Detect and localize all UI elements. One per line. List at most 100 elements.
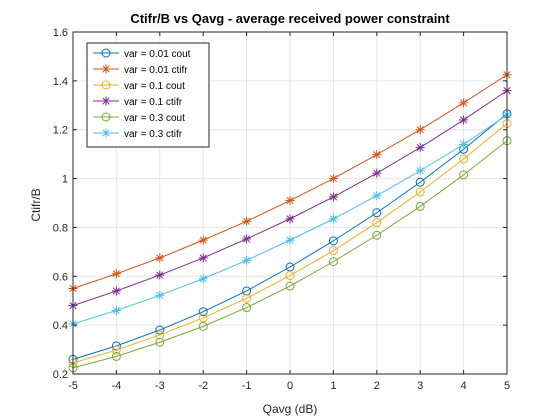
x-tick-label: 4	[461, 380, 467, 392]
data-point	[155, 253, 165, 263]
legend-entry: var = 0.01 ctifr	[93, 64, 188, 76]
data-point	[285, 262, 295, 272]
data-point	[285, 196, 295, 206]
series-0	[68, 109, 512, 364]
data-point	[155, 290, 165, 300]
data-point	[415, 125, 425, 135]
data-point	[459, 139, 469, 149]
y-tick-label: 0.8	[53, 222, 68, 234]
data-point	[111, 351, 121, 361]
legend-label: var = 0.1 ctifr	[124, 97, 183, 108]
data-point	[328, 174, 338, 184]
x-tick-label: 3	[417, 380, 423, 392]
data-point	[459, 170, 469, 180]
data-point	[155, 270, 165, 280]
data-point	[328, 246, 338, 256]
data-point	[415, 177, 425, 187]
data-point	[372, 168, 382, 178]
x-tick-label: 5	[504, 380, 510, 392]
ticks: -5 -4 -3 -2 -1 0 1 2 3 4 5 0.2 0.4 0.6 0.8 1 1.2 1.4 1.6	[53, 27, 510, 392]
data-point	[242, 216, 252, 226]
data-point	[111, 286, 121, 296]
data-point	[198, 274, 208, 284]
x-axis-label: Qavg (dB)	[263, 402, 318, 416]
data-point	[285, 271, 295, 281]
y-tick-label: 0.4	[53, 320, 68, 332]
series-line	[72, 140, 508, 369]
data-point	[111, 305, 121, 315]
legend-marker	[101, 64, 111, 74]
legend-entry: var = 0.1 cout	[93, 80, 185, 92]
legend-label: var = 0.3 cout	[124, 113, 185, 124]
data-point	[328, 214, 338, 224]
data-point	[198, 321, 208, 331]
legend-marker	[101, 112, 111, 122]
y-tick-label: 1.6	[53, 27, 68, 39]
x-tick-label: 0	[287, 380, 293, 392]
data-point	[372, 191, 382, 201]
data-point	[198, 253, 208, 263]
data-point	[285, 214, 295, 224]
data-point	[111, 345, 121, 355]
legend-label: var = 0.1 cout	[124, 81, 185, 92]
data-point	[415, 166, 425, 176]
series-line	[72, 113, 508, 360]
chart-title: Ctifr/B vs Qavg - average received power…	[130, 11, 450, 26]
data-point	[372, 208, 382, 218]
series-line	[72, 123, 508, 364]
legend-entry: var = 0.3 cout	[93, 112, 185, 124]
data-point	[459, 115, 469, 125]
legend-marker	[101, 80, 111, 90]
legend-label: var = 0.01 ctifr	[124, 65, 188, 76]
data-point	[111, 269, 121, 279]
data-point	[372, 150, 382, 160]
series-2	[68, 119, 512, 368]
data-point	[459, 154, 469, 164]
data-point	[242, 286, 252, 296]
legend-marker	[101, 96, 111, 106]
data-point	[242, 255, 252, 265]
legend-label: var = 0.01 cout	[124, 49, 191, 60]
x-tick-label: 2	[374, 380, 380, 392]
data-point	[198, 235, 208, 245]
data-point	[459, 98, 469, 108]
legend-marker	[101, 128, 111, 138]
data-point	[242, 293, 252, 303]
data-point	[155, 330, 165, 340]
x-tick-label: -1	[242, 380, 252, 392]
data-point	[415, 201, 425, 211]
data-point	[285, 235, 295, 245]
data-point	[415, 143, 425, 153]
data-point	[372, 218, 382, 228]
data-point	[155, 325, 165, 335]
data-point	[285, 281, 295, 291]
data-point	[328, 257, 338, 267]
data-point	[155, 337, 165, 347]
data-point	[198, 307, 208, 317]
x-tick-label: -4	[112, 380, 122, 392]
y-tick-label: 0.6	[53, 271, 68, 283]
x-tick-label: -3	[155, 380, 165, 392]
legend-entry: var = 0.01 cout	[93, 48, 191, 60]
data-point	[328, 192, 338, 202]
legend-label: var = 0.3 ctifr	[124, 129, 183, 140]
data-point	[242, 234, 252, 244]
y-tick-label: 1.2	[53, 125, 68, 137]
data-point	[415, 187, 425, 197]
legend-entry: var = 0.3 ctifr	[93, 128, 183, 140]
legend-entry: var = 0.1 ctifr	[93, 96, 183, 108]
legend-box	[86, 42, 210, 148]
y-axis-label: Ctifr/B	[29, 188, 43, 221]
y-tick-label: 1	[62, 174, 68, 186]
data-point	[198, 313, 208, 323]
x-tick-label: 1	[330, 380, 336, 392]
data-point	[372, 230, 382, 240]
legend-marker	[101, 48, 111, 58]
data-point	[242, 303, 252, 313]
data-point	[328, 236, 338, 246]
y-tick-label: 0.2	[53, 369, 68, 381]
series-1	[68, 70, 512, 293]
y-tick-label: 1.4	[53, 76, 68, 88]
